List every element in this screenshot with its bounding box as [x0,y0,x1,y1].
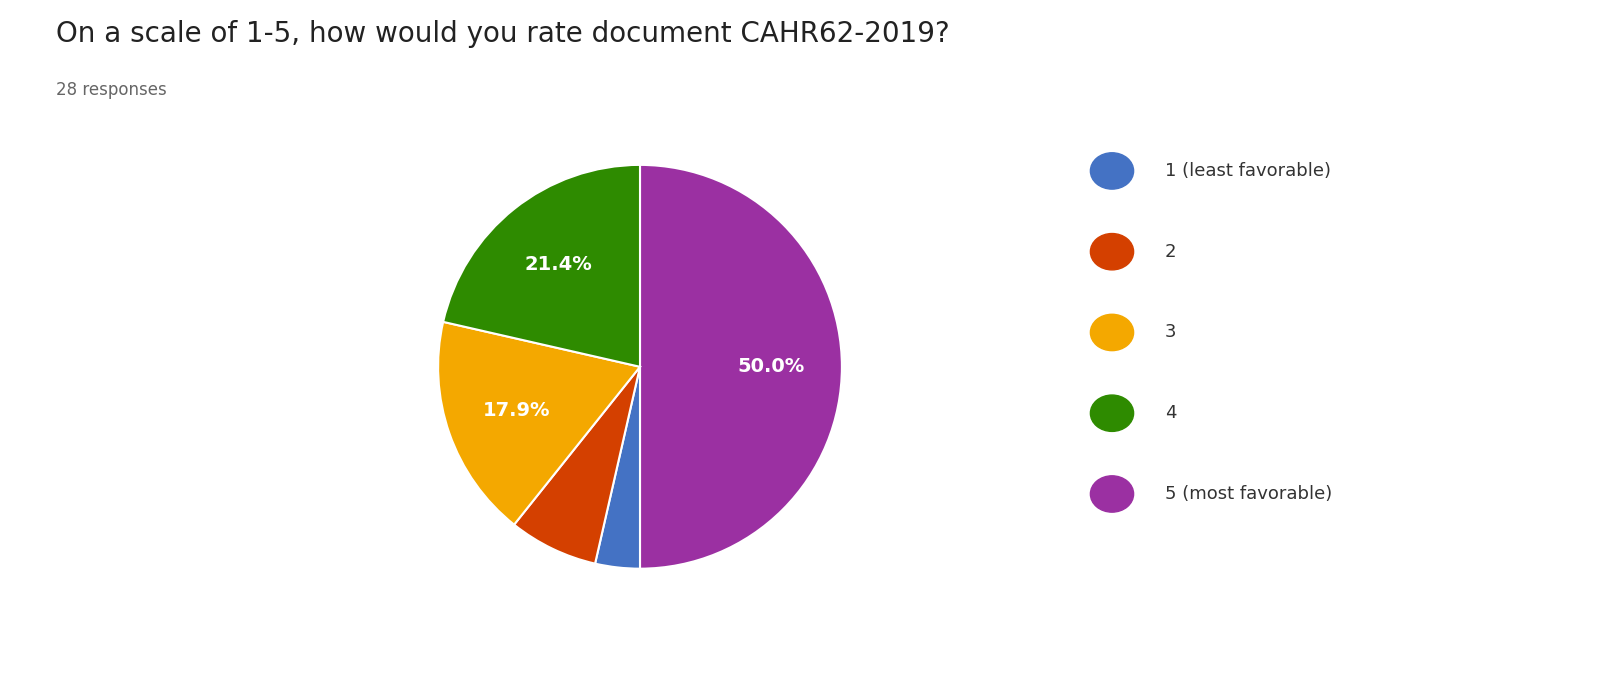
Text: 21.4%: 21.4% [525,254,592,274]
Text: 2: 2 [1165,243,1176,260]
Wedge shape [640,165,842,569]
Wedge shape [443,165,640,367]
Text: 5 (most favorable): 5 (most favorable) [1165,485,1333,503]
Circle shape [1091,476,1133,512]
Text: 50.0%: 50.0% [738,357,805,376]
Text: 28 responses: 28 responses [56,81,166,99]
Wedge shape [595,367,640,569]
Text: 1 (least favorable): 1 (least favorable) [1165,162,1331,180]
Text: 17.9%: 17.9% [482,400,550,420]
Wedge shape [514,367,640,563]
Wedge shape [438,322,640,525]
Circle shape [1091,314,1133,351]
Text: 3: 3 [1165,324,1176,341]
Text: 4: 4 [1165,404,1176,422]
Circle shape [1091,395,1133,431]
Circle shape [1091,153,1133,189]
Circle shape [1091,234,1133,270]
Text: On a scale of 1-5, how would you rate document CAHR62-2019?: On a scale of 1-5, how would you rate do… [56,20,950,48]
